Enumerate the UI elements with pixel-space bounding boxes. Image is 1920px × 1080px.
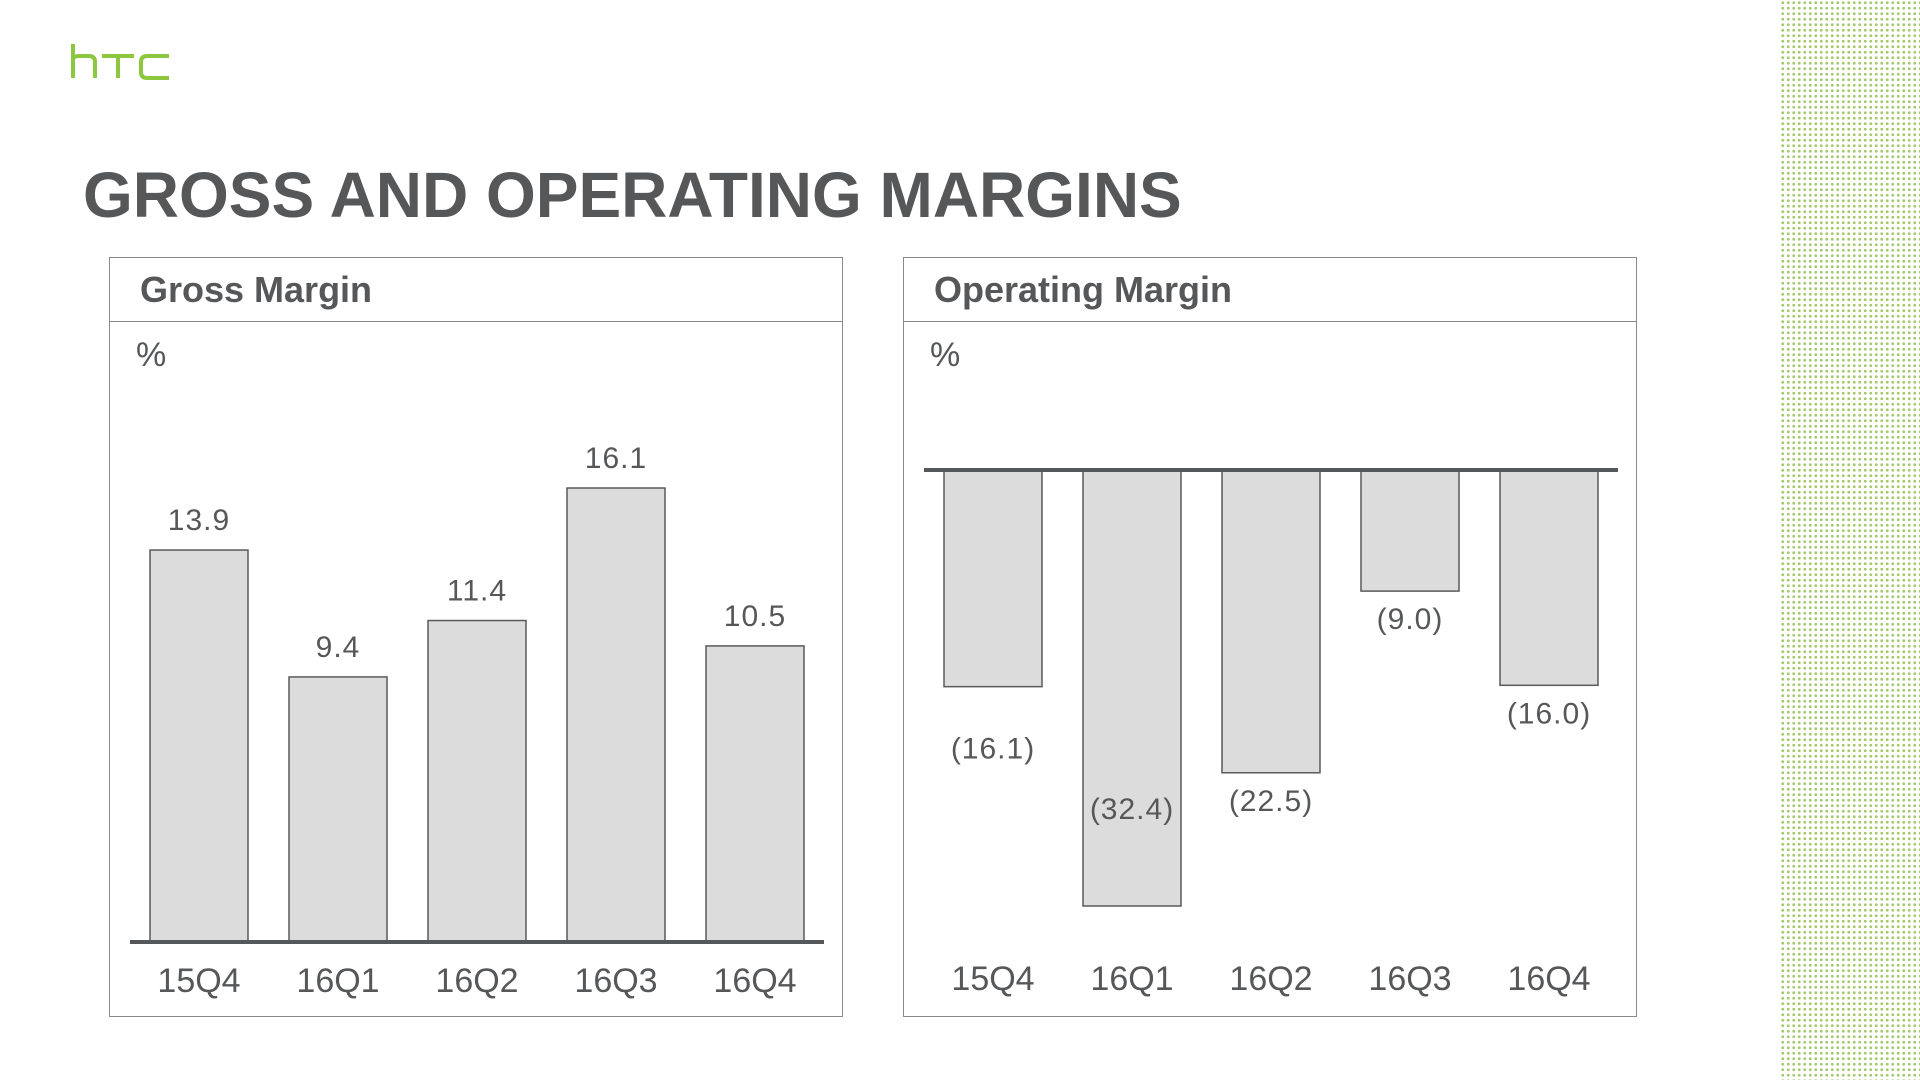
bar-16q3	[566, 487, 666, 943]
page-title: GROSS AND OPERATING MARGINS	[83, 159, 1182, 231]
operating-margin-chart: % (16.1) 15Q4 (32.4) 16Q1 (22.5) 16Q2 (9.0) 16Q3…	[924, 336, 1618, 998]
unit-label: %	[930, 336, 960, 374]
value-label-16q2: 11.4	[447, 575, 507, 608]
value-label-16q3: (9.0)	[1377, 603, 1444, 636]
category-label-16q1: 16Q1	[296, 962, 379, 1000]
gross-margin-header: Gross Margin	[110, 258, 842, 322]
operating-margin-title: Operating Margin	[934, 268, 1233, 310]
category-label-16q2: 16Q2	[435, 962, 518, 1000]
value-label-15q4: (16.1)	[951, 733, 1035, 766]
value-label-16q4: 10.5	[724, 600, 786, 633]
unit-label: %	[136, 336, 166, 374]
bar-16q1	[1082, 469, 1182, 907]
bar-16q2	[427, 619, 527, 943]
operating-margin-panel: Operating Margin % (16.1) 15Q4 (32.4) 16Q1 (2…	[903, 257, 1637, 1017]
gross-margin-title: Gross Margin	[140, 268, 373, 310]
htc-logo	[71, 44, 169, 80]
category-label-15q4: 15Q4	[951, 960, 1034, 998]
bar-16q3	[1360, 469, 1460, 592]
gross-margin-chart: % 13.9 15Q4 9.4 16Q1 11.4 16Q2 16.1 16Q3 10.5 16Q4	[130, 336, 824, 1000]
category-label-16q3: 16Q3	[574, 962, 657, 1000]
category-label-16q4: 16Q4	[713, 962, 796, 1000]
value-label-16q2: (22.5)	[1229, 785, 1313, 818]
category-label-16q4: 16Q4	[1507, 960, 1590, 998]
value-label-15q4: 13.9	[168, 504, 230, 537]
operating-margin-header: Operating Margin	[904, 258, 1636, 322]
value-label-16q1: (32.4)	[1090, 793, 1174, 826]
value-label-16q4: (16.0)	[1507, 697, 1591, 730]
bar-15q4	[943, 469, 1043, 688]
bar-16q2	[1221, 469, 1321, 774]
bar-16q4	[705, 645, 805, 943]
category-label-15q4: 15Q4	[157, 962, 240, 1000]
category-label-16q2: 16Q2	[1229, 960, 1312, 998]
category-label-16q3: 16Q3	[1368, 960, 1451, 998]
value-label-16q3: 16.1	[585, 442, 647, 475]
category-label-16q1: 16Q1	[1090, 960, 1173, 998]
bar-16q1	[288, 676, 388, 943]
value-label-16q1: 9.4	[316, 631, 361, 664]
bar-16q4	[1499, 469, 1599, 687]
dot-pattern-decoration	[1780, 0, 1920, 1080]
bar-15q4	[149, 549, 249, 943]
gross-margin-panel: Gross Margin % 13.9 15Q4 9.4 16Q1 11.4 16Q2 16.…	[109, 257, 843, 1017]
